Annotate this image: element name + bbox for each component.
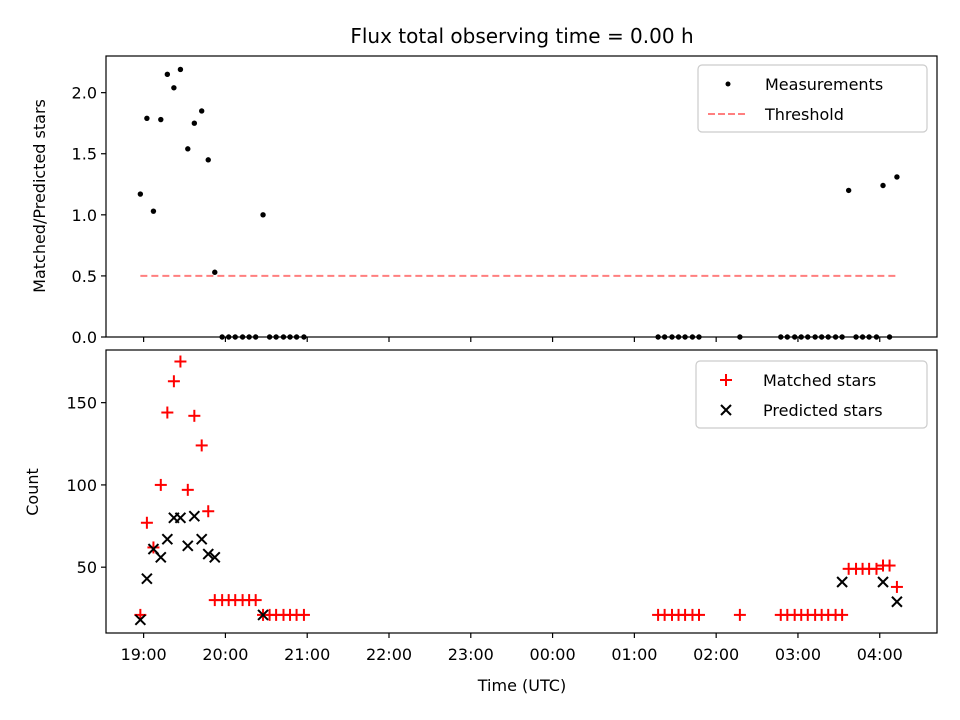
matched-star-point (692, 608, 705, 621)
x-tick-label: 23:00 (448, 645, 494, 664)
predicted-star-point (188, 510, 201, 522)
bottom-y-ticks: 50 100 150 (66, 394, 106, 577)
x-tick-label: 19:00 (121, 645, 167, 664)
top-plot-marks (137, 66, 900, 340)
predicted-star-point (155, 551, 167, 564)
matched-star-point (188, 409, 201, 422)
measurement-point (205, 157, 211, 163)
y-tick-label: 1.5 (72, 145, 97, 164)
y-tick-label: 150 (66, 394, 97, 413)
measurement-point (158, 116, 164, 123)
matched-star-point (161, 406, 174, 419)
top-panel: Matched/Predicted stars 0.00.51.01.52.0 … (30, 55, 938, 347)
predicted-star-point (141, 572, 153, 585)
bottom-legend-box (695, 360, 928, 429)
x-tick-label: 02:00 (693, 645, 739, 664)
y-tick-label: 1.0 (72, 206, 97, 225)
matched-star-point (249, 594, 262, 607)
bottom-x-ticks: 19:00 20:00 21:00 22:00 23:00 00:00 01:00 02:00… (121, 633, 903, 664)
predicted-star-point (257, 609, 269, 621)
matched-star-point (733, 608, 746, 621)
x-tick-label: 04:00 (857, 645, 903, 664)
predicted-star-point (195, 533, 208, 545)
measurement-point (191, 120, 198, 126)
bottom-axes-frame (105, 349, 938, 634)
legend-measurements-label: Measurements (765, 75, 883, 94)
matched-star-point (195, 439, 208, 452)
measurement-point (171, 85, 177, 91)
measurement-point (845, 187, 852, 194)
predicted-star-point (877, 576, 889, 588)
measurement-point (894, 174, 900, 180)
y-tick-label: 2.0 (72, 84, 97, 103)
matched-star-point (181, 483, 194, 496)
y-tick-label: 50 (77, 558, 97, 577)
measurement-point (880, 182, 886, 189)
x-tick-label: 01:00 (611, 645, 657, 664)
bottom-plot-marks (134, 355, 903, 626)
measurement-point (260, 212, 266, 218)
y-tick-label: 0.0 (72, 328, 97, 347)
legend-measurements-marker (725, 81, 731, 87)
top-y-axis-label: Matched/Predicted stars (30, 99, 49, 293)
measurement-point (144, 115, 150, 122)
bottom-y-axis-label: Count (23, 468, 42, 516)
matched-star-point (167, 375, 180, 388)
matched-star-point (202, 505, 215, 518)
x-axis-label: Time (UTC) (477, 676, 566, 695)
top-y-ticks: 0.0 0.5 1.0 1.5 2.0 (72, 84, 106, 347)
x-tick-label: 03:00 (775, 645, 821, 664)
chart-title: Flux total observing time = 0.00 h (350, 24, 693, 48)
y-tick-label: 0.5 (72, 267, 97, 286)
matched-star-point (147, 541, 160, 554)
x-tick-label: 22:00 (366, 645, 412, 664)
predicted-star-point (182, 540, 194, 552)
matched-star-point (154, 478, 167, 491)
matched-star-point (890, 580, 903, 593)
top-axes-frame (105, 55, 938, 338)
measurement-point (198, 108, 205, 114)
x-tick-label: 20:00 (202, 645, 248, 664)
measurement-point (137, 191, 144, 197)
top-legend: Measurements Threshold (697, 64, 928, 133)
matched-star-point (297, 608, 310, 621)
measurement-point (150, 208, 157, 214)
matched-star-point (174, 355, 187, 368)
predicted-star-point (836, 576, 848, 588)
bottom-legend: Matched stars Predicted stars (695, 360, 928, 429)
predicted-star-point (174, 512, 187, 524)
predicted-star-point (134, 614, 147, 626)
x-tick-label: 00:00 (530, 645, 576, 664)
legend-matched-marker (720, 374, 732, 386)
x-tick-label: 21:00 (284, 645, 330, 664)
bottom-panel: Count Time (UTC) 50 100 150 19:00 20:00 21:0… (23, 349, 938, 695)
top-x-ticks (143, 337, 881, 342)
legend-predicted-marker (720, 404, 732, 416)
legend-threshold-label: Threshold (764, 105, 844, 124)
predicted-star-point (161, 533, 174, 545)
matched-star-point (836, 608, 849, 621)
predicted-star-point (202, 548, 214, 560)
measurement-point (185, 146, 191, 152)
measurement-point (212, 269, 218, 275)
measurement-point (177, 66, 184, 73)
matched-star-point (140, 516, 153, 529)
legend-matched-label: Matched stars (763, 371, 876, 390)
predicted-star-point (209, 551, 221, 564)
top-legend-box (697, 64, 928, 133)
y-tick-label: 100 (66, 476, 97, 495)
matched-star-point (883, 559, 896, 572)
legend-predicted-label: Predicted stars (763, 401, 883, 420)
matched-star-point (870, 562, 883, 575)
predicted-star-point (891, 596, 903, 608)
measurement-point (164, 71, 171, 78)
